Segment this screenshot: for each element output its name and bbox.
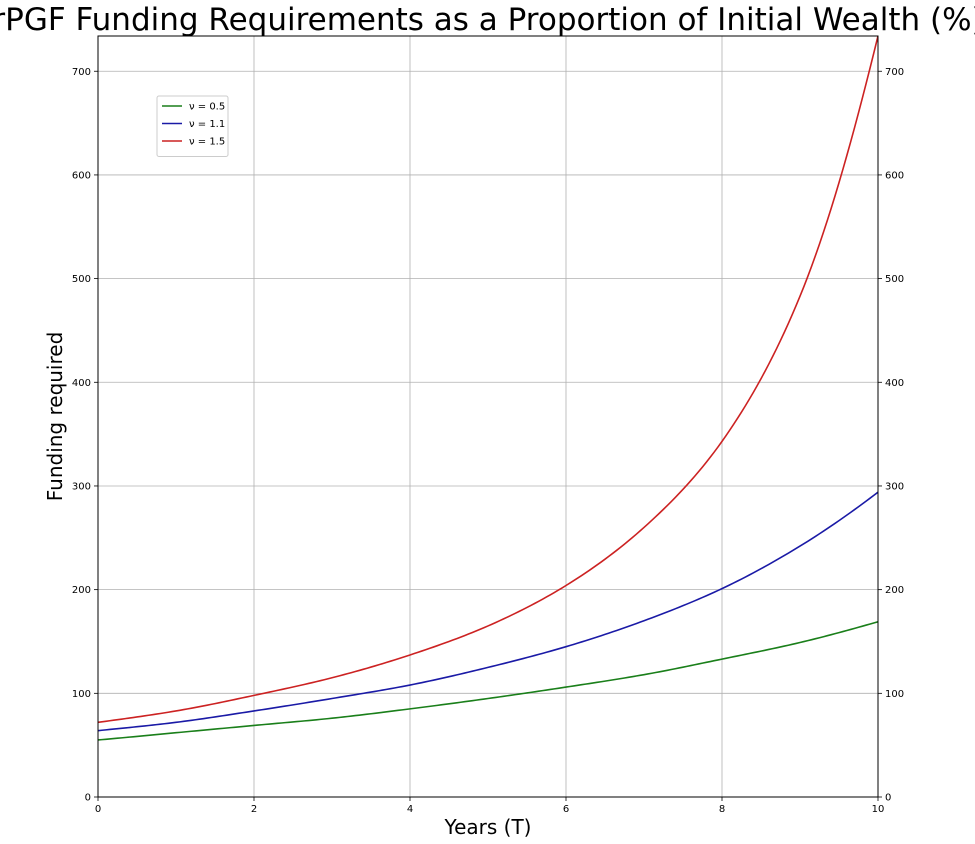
y-tick-label-right: 200 bbox=[885, 585, 904, 596]
legend-label: ν = 0.5 bbox=[189, 102, 225, 113]
y-tick-label-left: 300 bbox=[72, 481, 91, 492]
series-line-3 bbox=[98, 35, 878, 724]
y-tick-label-left: 500 bbox=[72, 274, 91, 285]
y-tick-label-right: 500 bbox=[885, 274, 904, 285]
x-tick-label: 4 bbox=[407, 804, 413, 815]
x-tick-label: 0 bbox=[95, 804, 101, 815]
y-tick-label-left: 700 bbox=[72, 67, 91, 78]
series-lines bbox=[98, 35, 878, 741]
y-tick-label-left: 200 bbox=[72, 585, 91, 596]
series-line-2 bbox=[98, 491, 878, 732]
y-tick-label-left: 0 bbox=[85, 793, 91, 804]
series-line-1 bbox=[98, 621, 878, 741]
x-tick-label: 8 bbox=[719, 804, 725, 815]
x-tick-label: 2 bbox=[251, 804, 257, 815]
chart-title: rPGF Funding Requirements as a Proportio… bbox=[0, 2, 975, 38]
y-tick-label-left: 100 bbox=[72, 689, 91, 700]
y-tick-label-right: 300 bbox=[885, 481, 904, 492]
legend-label: ν = 1.5 bbox=[189, 137, 225, 148]
y-tick-label-right: 0 bbox=[885, 793, 891, 804]
y-tick-label-right: 700 bbox=[885, 67, 904, 78]
x-axis-label: Years (T) bbox=[444, 815, 532, 839]
y-tick-label-right: 100 bbox=[885, 689, 904, 700]
y-axis-label: Funding required bbox=[43, 332, 67, 502]
plot-frame bbox=[97, 35, 879, 798]
legend-label: ν = 1.1 bbox=[189, 119, 225, 130]
x-tick-label: 10 bbox=[872, 804, 885, 815]
y-tick-label-right: 400 bbox=[885, 378, 904, 389]
y-tick-label-left: 400 bbox=[72, 378, 91, 389]
x-tick-label: 6 bbox=[563, 804, 569, 815]
legend: ν = 0.5 ν = 1.1 ν = 1.5 bbox=[156, 95, 229, 157]
y-tick-label-right: 600 bbox=[885, 170, 904, 181]
y-tick-label-left: 600 bbox=[72, 170, 91, 181]
